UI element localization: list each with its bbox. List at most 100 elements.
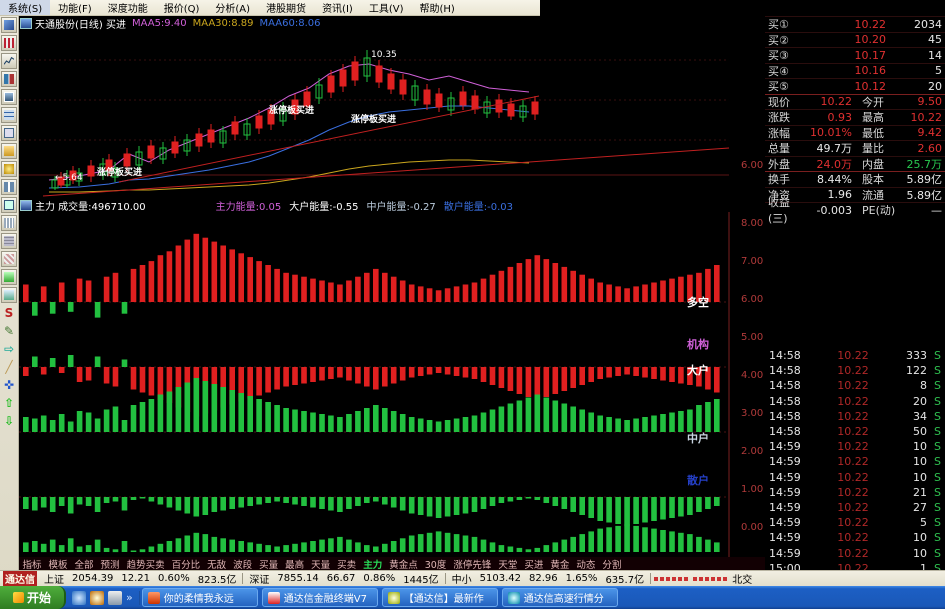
indicator-bar — [705, 268, 711, 302]
indicator-tab-7[interactable]: 波段 — [233, 559, 253, 571]
media-icon[interactable] — [90, 590, 104, 605]
tick-row[interactable]: 14:59 10.22 10 S — [765, 439, 945, 454]
indicator-bar — [292, 274, 298, 302]
calculator-icon[interactable] — [1, 215, 17, 231]
bid-row[interactable]: 买① 10.22 2034 — [765, 16, 945, 32]
quote-panel[interactable]: 买① 10.22 2034 买② 10.20 45 买③ 10.17 14 买④ 10.16 5 买⑤ 1… — [765, 16, 945, 590]
dollar-sign-icon[interactable]: S — [4, 306, 14, 320]
security-icon[interactable] — [108, 590, 122, 605]
tick-row[interactable]: 14:59 10.22 10 S — [765, 530, 945, 545]
money-icon[interactable] — [1, 161, 17, 177]
ie-icon[interactable] — [72, 590, 86, 605]
indicator-tab-2[interactable]: 全部 — [74, 559, 94, 571]
menu-item-info[interactable]: 资讯(I) — [322, 4, 353, 15]
move-icon[interactable]: ✜ — [3, 378, 15, 392]
indicator-tab-11[interactable]: 买卖 — [337, 559, 357, 571]
kline-panel[interactable]: 10.35 ←5.64 涨停板买进 涨停板买进 涨停板买进 6.00 — [19, 30, 779, 198]
tick-row[interactable]: 14:59 10.22 10 S — [765, 545, 945, 560]
indicator-tab-9[interactable]: 最高 — [285, 559, 305, 571]
indicator-tab-4[interactable]: 趋势买卖 — [126, 559, 165, 571]
status-index-name-sz[interactable]: 深证 — [249, 575, 270, 586]
tick-row[interactable]: 14:59 10.22 21 S — [765, 485, 945, 500]
pen-icon[interactable]: ✎ — [3, 324, 15, 338]
indicator-tab-0[interactable]: 指标 — [22, 559, 42, 571]
indicator-tab-strip[interactable]: 指标 模板 全部 预测 趋势买卖 百分比 无敌 波段 买量 最高 天量 买卖 主力 黄金点 30度 涨停先锋天… — [19, 557, 779, 571]
chevron-right-icon[interactable]: » — [126, 591, 133, 604]
tick-row[interactable]: 14:59 10.22 10 S — [765, 454, 945, 469]
tick-list[interactable]: 14:58 10.22 333 S 14:58 10.22 122 S 14:58 10.22 8 S… — [765, 348, 945, 591]
keyboard-icon[interactable] — [1, 233, 17, 249]
indicator-tab-18[interactable]: 黄金 — [550, 559, 570, 571]
main-menu-bar[interactable]: 系统(S) 功能(F) 深度功能 报价(Q) 分析(A) 港股期货 资讯(I) … — [0, 0, 540, 16]
bars-icon[interactable] — [1, 35, 17, 51]
indicator-tab-16[interactable]: 天堂 — [498, 559, 518, 571]
indicator-tab-3[interactable]: 预测 — [100, 559, 120, 571]
line-chart-icon[interactable] — [1, 53, 17, 69]
table-icon[interactable] — [1, 107, 17, 123]
indicator-tab-13[interactable]: 黄金点 — [389, 559, 418, 571]
indicator-panel[interactable]: 多空 机构 大户 中户 散户 8.00 7.00 6.00 5.00 4.00 … — [19, 212, 779, 557]
taskbar-item-4[interactable]: 通达信高速行情分 — [501, 588, 618, 607]
taskbar-item-3[interactable]: 【通达信】最新作 — [381, 588, 498, 607]
dual-chart-icon[interactable] — [1, 71, 17, 87]
indicator-tab-17[interactable]: 买进 — [524, 559, 544, 571]
green-check-icon[interactable] — [1, 269, 17, 285]
ruler-icon[interactable]: ╱ — [5, 360, 13, 374]
indicator-tab-6[interactable]: 无敌 — [207, 559, 227, 571]
windows-taskbar[interactable]: 开始 » 你的柔情我永远 通达信金融终端V7 【通达信】最新作 通达信高速行情分 — [0, 586, 945, 609]
quick-launch-bar[interactable]: » — [66, 590, 140, 605]
arrow-down-icon[interactable]: ⇩ — [3, 414, 15, 428]
menu-item-quote[interactable]: 报价(Q) — [163, 4, 200, 15]
status-index-name-sh[interactable]: 上证 — [44, 575, 64, 586]
tick-qty: 122 — [906, 364, 927, 378]
menu-item-hk-futures[interactable]: 港股期货 — [266, 4, 307, 15]
login-icon[interactable]: ⇨ — [3, 342, 15, 356]
stack-icon[interactable] — [1, 143, 17, 159]
tick-row[interactable]: 14:59 10.22 27 S — [765, 500, 945, 515]
tick-row[interactable]: 14:58 10.22 122 S — [765, 363, 945, 378]
indicator-tab-20[interactable]: 分割 — [602, 559, 622, 571]
indicator-tab-1[interactable]: 模板 — [48, 559, 68, 571]
menu-item-system[interactable]: 系统(S) — [0, 0, 51, 15]
tick-row[interactable]: 14:58 10.22 333 S — [765, 348, 945, 363]
indicator-bar — [301, 411, 307, 432]
start-button[interactable]: 开始 — [0, 586, 66, 609]
bid-list[interactable]: 买① 10.22 2034 买② 10.20 45 买③ 10.17 14 买④ 10.16 5 买⑤ 1… — [765, 16, 945, 94]
indicator-tab-10[interactable]: 天量 — [311, 559, 331, 571]
indicator-tab-14[interactable]: 30度 — [424, 559, 447, 571]
tick-row[interactable]: 14:58 10.22 20 S — [765, 394, 945, 409]
menu-item-analysis[interactable]: 分析(A) — [215, 4, 251, 15]
status-bar[interactable]: 通达信 上证 2054.39 12.21 0.60% 823.5亿 深证 785… — [0, 570, 945, 586]
menu-item-help[interactable]: 帮助(H) — [419, 4, 455, 15]
tick-row[interactable]: 14:58 10.22 50 S — [765, 424, 945, 439]
chart-logo-icon[interactable] — [1, 17, 17, 33]
indicator-bar — [471, 536, 478, 552]
magnifier-window-icon[interactable] — [1, 197, 17, 213]
taskbar-item-2[interactable]: 通达信金融终端V7 — [261, 588, 378, 607]
bid-row[interactable]: 买⑤ 10.12 20 — [765, 78, 945, 94]
menu-item-deep-function[interactable]: 深度功能 — [107, 4, 148, 15]
indicator-tab-12[interactable]: 主力 — [363, 559, 383, 571]
grid-icon[interactable] — [1, 251, 17, 267]
indicator-tab-8[interactable]: 买量 — [259, 559, 279, 571]
menu-item-function[interactable]: 功能(F) — [58, 4, 92, 15]
layout-icon[interactable] — [1, 125, 17, 141]
menu-item-tools[interactable]: 工具(V) — [368, 4, 404, 15]
tick-row[interactable]: 14:59 10.22 5 S — [765, 515, 945, 530]
indicator-tab-19[interactable]: 动态 — [576, 559, 596, 571]
window-icon[interactable] — [1, 287, 17, 303]
status-index-name-zx[interactable]: 中小 — [451, 575, 472, 586]
tick-row[interactable]: 14:58 10.22 8 S — [765, 378, 945, 393]
indicator-tab-15[interactable]: 涨停先锋 — [453, 559, 492, 571]
bid-row[interactable]: 买② 10.20 45 — [765, 31, 945, 48]
bid-row[interactable]: 买④ 10.16 5 — [765, 62, 945, 79]
taskbar-item-1[interactable]: 你的柔情我永远 — [141, 588, 258, 607]
bid-row[interactable]: 买③ 10.17 14 — [765, 47, 945, 63]
binoculars-icon[interactable] — [1, 179, 17, 195]
indicator-tab-5[interactable]: 百分比 — [171, 559, 201, 571]
left-toolbar[interactable]: S ✎ ⇨ ╱ ✜ ⇧ ⇩ — [0, 16, 19, 581]
multi-window-icon[interactable] — [1, 89, 17, 105]
tick-row[interactable]: 14:58 10.22 34 S — [765, 409, 945, 424]
arrow-up-icon[interactable]: ⇧ — [3, 396, 15, 410]
tick-row[interactable]: 14:59 10.22 10 S — [765, 470, 945, 485]
